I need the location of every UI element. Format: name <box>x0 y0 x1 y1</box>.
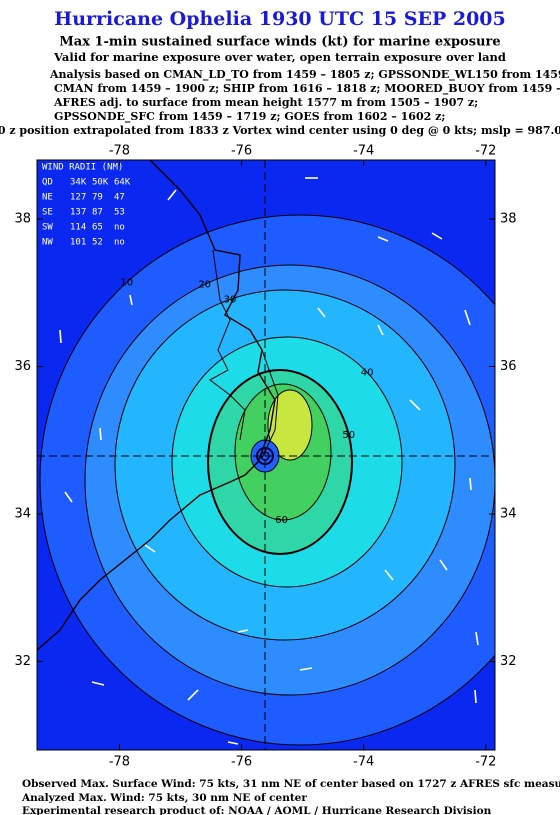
footer-line: Analyzed Max. Wind: 75 kts, 30 nm NE of … <box>21 792 307 804</box>
x-tick-label: -72 <box>475 755 496 770</box>
wind-radii-cell: 47 <box>114 193 125 203</box>
x-tick-label: -74 <box>353 144 374 159</box>
wind-radii-cell: no <box>114 223 125 233</box>
x-tick-label: -78 <box>109 144 130 159</box>
wind-radii-cell: no <box>114 238 125 248</box>
wind-radii-cell: 52 <box>92 238 103 248</box>
contour-label: 10 <box>120 277 133 288</box>
y-tick-label: 34 <box>500 507 517 522</box>
overlay: WIND RADII (NM) 10 20 30 40 50 60 QD 34K 50K 64K N… <box>36 159 496 751</box>
wind-radii-cell: 34K <box>70 178 87 188</box>
subtitle: Valid for marine exposure over water, op… <box>53 50 506 64</box>
y-tick-label: 36 <box>500 359 517 374</box>
footer-line: Experimental research product of: NOAA /… <box>22 805 492 815</box>
x-tick-label: -76 <box>231 144 252 159</box>
contour-label: 50 <box>342 430 355 441</box>
wind-radii-cell: SE <box>42 208 53 218</box>
contour-core <box>267 389 313 461</box>
y-tick-label: 34 <box>14 507 31 522</box>
wind-radii-cell: 87 <box>92 208 103 218</box>
wind-radii-cell: NW <box>42 238 53 248</box>
x-tick-label: -76 <box>231 755 252 770</box>
wind-radii-cell: 64K <box>114 178 131 188</box>
wind-radii-cell: 114 <box>70 223 86 233</box>
y-tick-label: 38 <box>500 212 517 227</box>
map <box>37 160 495 750</box>
wind-radii-cell: 50K <box>92 178 109 188</box>
wind-radii-cell: NE <box>42 193 53 203</box>
analysis-line: CMAN from 1459 – 1900 z; SHIP from 1616 … <box>54 82 560 96</box>
wind-radii-cell: QD <box>42 178 53 188</box>
footer-line: Observed Max. Surface Wind: 75 kts, 31 n… <box>22 778 560 790</box>
map-frame <box>36 159 496 751</box>
contour-label: 40 <box>361 367 374 378</box>
wind-radii-title: WIND RADII (NM) <box>42 163 123 173</box>
contour-label: 20 <box>198 280 211 291</box>
wind-arrows <box>59 177 479 745</box>
analysis-line: GPSSONDE_SFC from 1459 – 1719 z; GOES fr… <box>54 110 445 124</box>
eye <box>260 451 270 461</box>
x-tick-label: -72 <box>475 144 496 159</box>
title: Hurricane Ophelia 1930 UTC 15 SEP 2005 <box>54 8 505 30</box>
wind-radii-cell: 79 <box>92 193 103 203</box>
wind-radii-cell: 53 <box>114 208 125 218</box>
coastline <box>209 249 246 441</box>
analysis-line: Analysis based on CMAN_LD_TO from 1459 –… <box>49 68 560 82</box>
coastline <box>36 159 276 651</box>
y-tick-label: 32 <box>14 654 31 669</box>
contour-label: 30 <box>224 294 237 305</box>
eye <box>256 447 274 465</box>
contour-label: 60 <box>275 515 288 526</box>
barrier-island <box>261 349 279 459</box>
subtitle: Max 1-min sustained surface winds (kt) f… <box>59 35 500 50</box>
wind-radii-cell: 101 <box>70 238 86 248</box>
wind-radii-cell: SW <box>42 223 53 233</box>
x-tick-label: -78 <box>109 755 130 770</box>
wind-radii-cell: 65 <box>92 223 103 233</box>
y-tick-label: 38 <box>14 212 31 227</box>
y-tick-label: 32 <box>500 654 517 669</box>
analysis-line: AFRES adj. to surface from mean height 1… <box>53 96 478 109</box>
y-tick-label: 36 <box>14 359 31 374</box>
x-tick-label: -74 <box>353 755 374 770</box>
wind-radii-cell: 137 <box>70 208 86 218</box>
wind-radii-cell: 127 <box>70 193 86 203</box>
position-note: 1930 z position extrapolated from 1833 z… <box>0 124 560 137</box>
